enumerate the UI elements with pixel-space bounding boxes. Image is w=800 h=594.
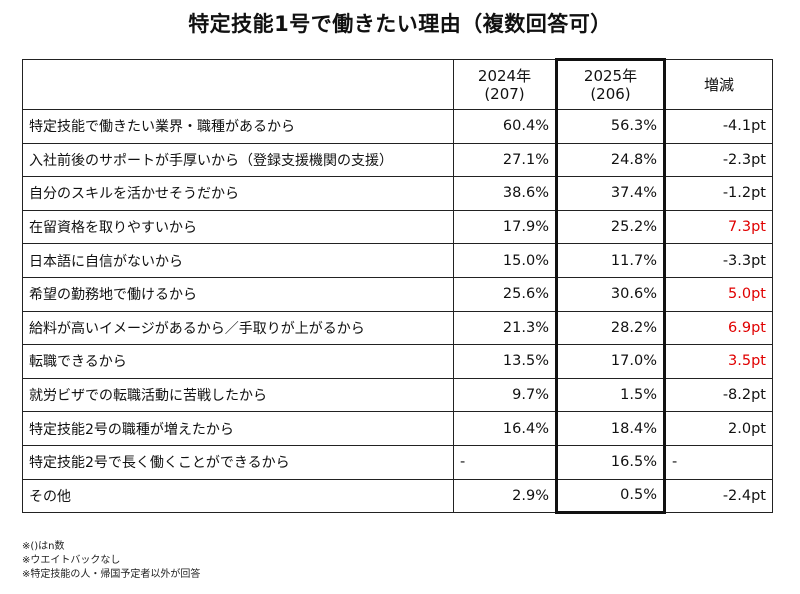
reason-cell: 日本語に自信がないから: [22, 243, 454, 278]
change-cell: 2.0pt: [664, 411, 773, 446]
reason-cell: 特定技能2号で長く働くことができるから: [22, 444, 454, 480]
table-row: その他 2.9% 0.5% -2.4pt: [22, 478, 773, 515]
change-cell: -3.3pt: [664, 243, 773, 278]
reason-cell: 在留資格を取りやすいから: [22, 209, 454, 245]
footnote: ※特定技能の人・帰国予定者以外が回答: [22, 569, 201, 580]
reason-cell: 入社前後のサポートが手厚いから（登録支援機関の支援）: [22, 142, 454, 178]
change-cell: -1.2pt: [664, 176, 773, 211]
reason-cell: その他: [22, 478, 454, 514]
value-2025-cell: 17.0%: [555, 344, 666, 379]
value-2024-cell: 60.4%: [453, 109, 557, 144]
value-2024-cell: 21.3%: [453, 310, 557, 346]
value-2025-cell: 0.5%: [555, 478, 666, 515]
value-2024-cell: 2.9%: [453, 478, 557, 514]
change-cell: 6.9pt: [664, 310, 773, 346]
value-2024-cell: 27.1%: [453, 142, 557, 178]
table-row: 日本語に自信がないから 15.0% 11.7% -3.3pt: [22, 243, 773, 278]
value-2025-cell: 30.6%: [555, 276, 666, 312]
value-2025-cell: 16.5%: [555, 444, 666, 480]
table-row: 入社前後のサポートが手厚いから（登録支援機関の支援） 27.1% 24.8% -2.3…: [22, 142, 773, 178]
change-cell: -: [664, 444, 773, 480]
table-row: 希望の勤務地で働けるから 25.6% 30.6% 5.0pt: [22, 276, 773, 312]
footnote: ※()はn数: [22, 541, 65, 552]
change-cell: 3.5pt: [664, 344, 773, 379]
value-2024-cell: 17.9%: [453, 209, 557, 245]
value-2024-cell: 25.6%: [453, 276, 557, 312]
table-row: 就労ビザでの転職活動に苦戦したから 9.7% 1.5% -8.2pt: [22, 377, 773, 413]
value-2025-cell: 11.7%: [555, 243, 666, 278]
value-2025-cell: 18.4%: [555, 411, 666, 446]
change-cell: -2.4pt: [664, 478, 773, 514]
header-2025-n: (206): [590, 85, 631, 103]
footnotes: ※()はn数 ※ウエイトバックなし ※特定技能の人・帰国予定者以外が回答: [22, 540, 200, 582]
reason-cell: 特定技能2号の職種が増えたから: [22, 411, 454, 446]
survey-table: 2024年 (207) 2025年 (206) 増減 特定技能で働きたい業界・職…: [22, 58, 773, 515]
table-body: 特定技能で働きたい業界・職種があるから 60.4% 56.3% -4.1pt 入社前後の…: [22, 109, 773, 515]
reason-cell: 自分のスキルを活かせそうだから: [22, 176, 454, 211]
value-2024-cell: 15.0%: [453, 243, 557, 278]
reason-cell: 給料が高いイメージがあるから／手取りが上がるから: [22, 310, 454, 346]
value-2025-cell: 28.2%: [555, 310, 666, 346]
table-title: 特定技能1号で働きたい理由（複数回答可）: [188, 12, 612, 36]
header-2024-n: (207): [484, 84, 525, 103]
table-row: 転職できるから 13.5% 17.0% 3.5pt: [22, 344, 773, 379]
table-row: 特定技能で働きたい業界・職種があるから 60.4% 56.3% -4.1pt: [22, 109, 773, 144]
header-row: 2024年 (207) 2025年 (206) 増減: [22, 58, 773, 110]
reason-cell: 就労ビザでの転職活動に苦戦したから: [22, 377, 454, 413]
value-2024-cell: 38.6%: [453, 176, 557, 211]
header-2024: 2024年 (207): [453, 59, 557, 110]
table-row: 特定技能2号で長く働くことができるから -16.5% -: [22, 444, 773, 480]
header-2025: 2025年 (206): [555, 58, 666, 110]
value-2024-cell: -: [453, 444, 557, 480]
header-reason: [22, 59, 454, 110]
value-2025-cell: 25.2%: [555, 209, 666, 245]
table-row: 給料が高いイメージがあるから／手取りが上がるから 21.3% 28.2% 6.9pt: [22, 310, 773, 346]
change-cell: 7.3pt: [664, 209, 773, 245]
value-2025-cell: 24.8%: [555, 142, 666, 178]
reason-cell: 転職できるから: [22, 344, 454, 379]
value-2024-cell: 9.7%: [453, 377, 557, 413]
value-2025-cell: 56.3%: [555, 109, 666, 144]
change-cell: -4.1pt: [664, 109, 773, 144]
change-cell: -2.3pt: [664, 142, 773, 178]
reason-cell: 希望の勤務地で働けるから: [22, 276, 454, 312]
change-cell: -8.2pt: [664, 377, 773, 413]
header-2025-year: 2025年: [583, 67, 638, 85]
footnote: ※ウエイトバックなし: [22, 555, 121, 566]
table-row: 在留資格を取りやすいから 17.9% 25.2% 7.3pt: [22, 209, 773, 245]
value-2025-cell: 37.4%: [555, 176, 666, 211]
value-2024-cell: 16.4%: [453, 411, 557, 446]
value-2024-cell: 13.5%: [453, 344, 557, 379]
table-row: 自分のスキルを活かせそうだから 38.6% 37.4% -1.2pt: [22, 176, 773, 211]
header-change: 増減: [664, 59, 773, 110]
header-2024-year: 2024年: [477, 66, 532, 85]
table-row: 特定技能2号の職種が増えたから 16.4% 18.4% 2.0pt: [22, 411, 773, 446]
change-cell: 5.0pt: [664, 276, 773, 312]
reason-cell: 特定技能で働きたい業界・職種があるから: [22, 109, 454, 144]
value-2025-cell: 1.5%: [555, 377, 666, 413]
